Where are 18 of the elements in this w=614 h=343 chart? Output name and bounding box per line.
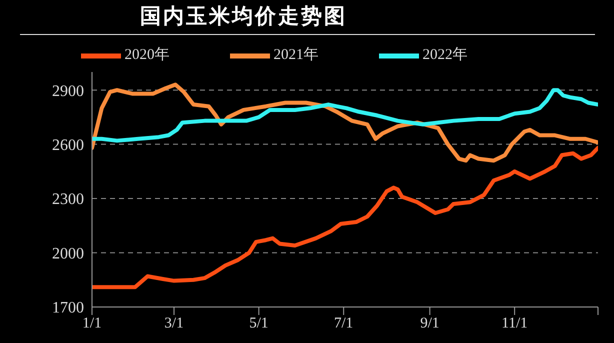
legend-label: 2021年 [274, 47, 318, 64]
x-tick-label: 5/1 [249, 316, 268, 332]
y-tick-label: 2600 [52, 136, 84, 154]
x-tick-label: 9/1 [420, 316, 440, 332]
legend-label: 2022年 [422, 47, 468, 64]
x-tick-label: 1/1 [82, 316, 102, 332]
y-tick-label: 1700 [52, 300, 84, 317]
y-tick-label: 2000 [52, 245, 84, 262]
y-tick-label: 2300 [52, 191, 84, 208]
chart-title: 国内玉米均价走势图 [140, 3, 347, 30]
y-tick-label: 2900 [52, 82, 84, 100]
x-tick-label: 11/1 [502, 316, 528, 332]
x-tick-label: 3/1 [164, 316, 184, 332]
line-series [92, 82, 598, 163]
line-series [92, 88, 598, 143]
legend-label: 2020年 [124, 47, 170, 64]
x-tick-label: 7/1 [334, 316, 354, 332]
line-series [92, 146, 598, 290]
